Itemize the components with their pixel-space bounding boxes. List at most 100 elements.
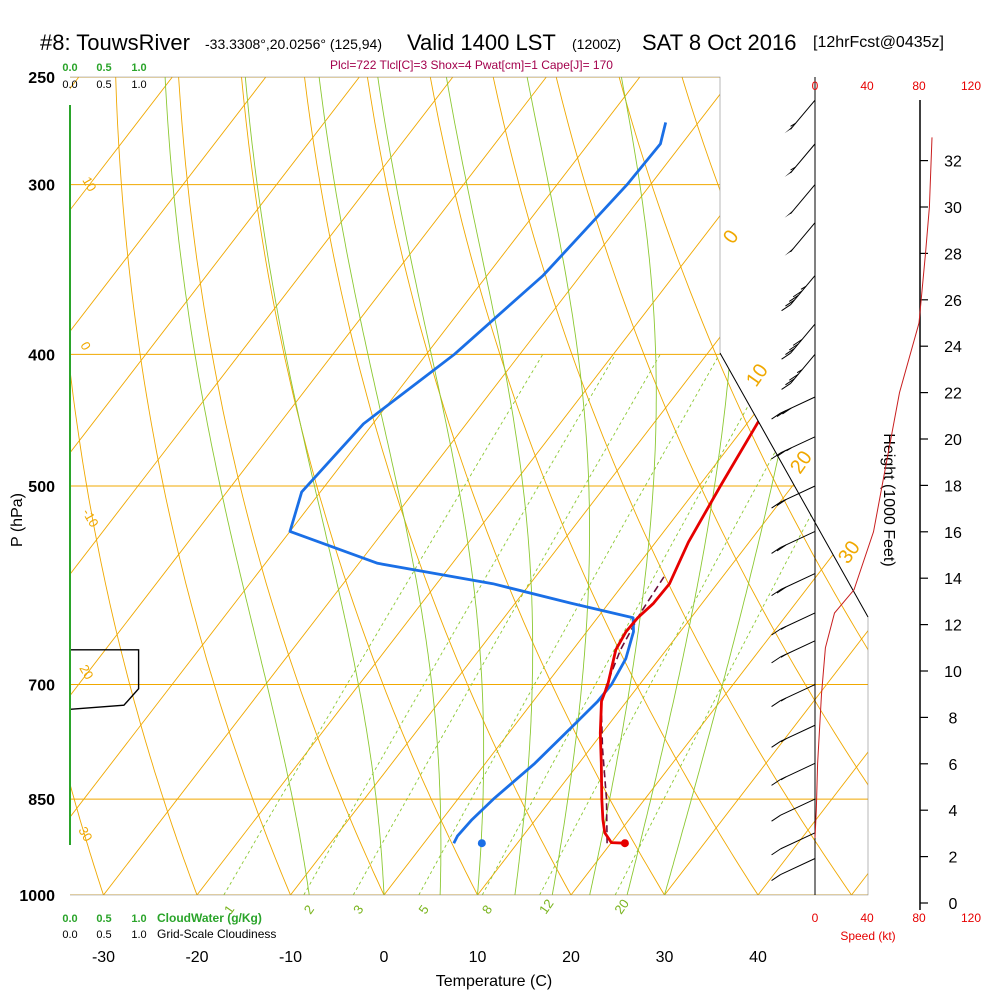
temperature-tick-label: 20 <box>562 949 580 966</box>
temperature-tick-label: 40 <box>749 949 767 966</box>
cloudiness-profile <box>70 640 140 711</box>
barb-staff <box>780 858 816 876</box>
isotherm-line <box>70 77 267 895</box>
cloudiness-label: Grid-Scale Cloudiness <box>157 927 276 941</box>
x-axis-title: Temperature (C) <box>436 973 552 990</box>
mixing-ratio-line <box>303 354 616 895</box>
barb-staff <box>780 640 816 658</box>
barb-feather <box>776 499 787 506</box>
cloudiness-tick-top: 1.0 <box>131 79 146 91</box>
isotherm-line <box>70 77 360 895</box>
stability-indices: Plcl=722 Tlcl[C]=3 Shox=4 Pwat[cm]=1 Cap… <box>330 58 613 72</box>
surface-dewpoint-dot <box>477 839 486 848</box>
isotherm-line <box>664 77 868 895</box>
pressure-tick-label: 500 <box>28 479 55 496</box>
pressure-tick-label: 400 <box>28 347 55 364</box>
barb-staff <box>780 612 816 630</box>
temperature-tick-label: 0 <box>380 949 389 966</box>
wind-barb <box>771 832 816 856</box>
barb-feather <box>771 778 781 786</box>
temperature-tick-label: 30 <box>656 949 674 966</box>
dry-adiabat-line <box>176 77 399 895</box>
wind-barb <box>784 184 816 218</box>
moist-adiabat-line <box>445 77 534 895</box>
barb-half-feather <box>800 285 807 290</box>
temperature-tick-label: -30 <box>92 949 115 966</box>
dry-adiabat-line <box>425 77 778 895</box>
isotherm-line <box>70 77 641 895</box>
barb-feather <box>771 874 781 881</box>
barb-feather <box>781 304 791 312</box>
height-tick-label: 32 <box>944 154 962 171</box>
dry-adiabat-line <box>70 77 209 895</box>
barb-feather <box>782 407 792 415</box>
barb-feather <box>785 299 795 307</box>
moist-adiabat-line <box>526 77 590 895</box>
cloudwater-label: CloudWater (g/Kg) <box>157 911 262 925</box>
cloudwater-tick-top: 0.0 <box>62 62 77 74</box>
mixing-ratio-line <box>614 354 868 895</box>
moist-adiabat-line <box>318 77 442 895</box>
dry-adiabat-label: -10 <box>79 506 101 530</box>
height-tick-label: 8 <box>949 710 958 727</box>
height-tick-label: 16 <box>944 525 962 542</box>
cloudwater-tick-top: 0.5 <box>96 62 111 74</box>
isotherm-line <box>757 77 868 895</box>
chart-frame <box>69 76 869 896</box>
moist-adiabat-label: 10 <box>742 360 773 391</box>
dry-adiabat-line <box>363 77 683 895</box>
barb-feather <box>771 848 781 856</box>
height-tick-label: 18 <box>944 478 962 495</box>
isotherm-line <box>383 77 868 895</box>
barb-half-feather <box>790 166 796 171</box>
barb-feather <box>785 378 795 386</box>
pressure-tick-label: 1000 <box>19 888 55 905</box>
wind-barb <box>771 724 816 748</box>
pressure-tick-label: 250 <box>28 70 55 87</box>
plot-diagonal-edge <box>719 352 869 618</box>
dry-adiabat-label: 0 <box>77 339 94 353</box>
barb-staff <box>780 798 816 816</box>
dry-adiabat-line <box>301 77 588 895</box>
isotherm-line <box>70 77 547 895</box>
height-tick-label: 10 <box>944 664 962 681</box>
speed-tick-top: 0 <box>812 79 819 93</box>
dry-adiabat-label: 30 <box>75 824 95 844</box>
temperature-tick-label: 10 <box>469 949 487 966</box>
wind-barb <box>771 573 816 597</box>
dry-adiabat-line <box>238 77 493 895</box>
isotherm-line <box>70 77 454 895</box>
wind-barb <box>771 530 816 554</box>
mixing-ratio-line <box>539 354 829 895</box>
mixing-ratio-line <box>481 354 778 895</box>
wind-barb <box>781 275 816 312</box>
wind-barbs <box>771 77 816 895</box>
cloudiness-tick-bottom: 0.5 <box>96 929 111 941</box>
moist-adiabat-line <box>164 77 310 895</box>
isotherm-line <box>103 77 734 895</box>
barb-flag <box>784 247 795 256</box>
barb-feather <box>792 290 803 298</box>
dry-adiabat-label: 20 <box>76 662 96 682</box>
barb-feather <box>789 295 799 302</box>
barb-half-feather <box>780 697 787 702</box>
barb-half-feather <box>790 122 796 127</box>
barb-flag <box>784 168 795 177</box>
mixing-ratio-label: 8 <box>479 902 495 917</box>
height-tick-label: 12 <box>944 618 962 635</box>
barb-staff <box>780 832 816 850</box>
height-tick-label: 22 <box>944 386 962 403</box>
height-tick-label: 0 <box>949 896 958 913</box>
temperature-profile-line <box>598 121 868 845</box>
height-tick-label: 4 <box>949 803 958 820</box>
barb-feather <box>776 410 787 417</box>
dry-adiabat-line <box>114 77 304 895</box>
cloudiness-tick-bottom: 1.0 <box>131 929 146 941</box>
dry-adiabat-line <box>70 77 114 895</box>
wind-barb <box>771 612 816 636</box>
wind-barb <box>771 798 816 822</box>
barb-feather <box>771 700 781 708</box>
mixing-ratio-label: 2 <box>301 902 317 917</box>
cloudiness-tick-top: 0.5 <box>96 79 111 91</box>
